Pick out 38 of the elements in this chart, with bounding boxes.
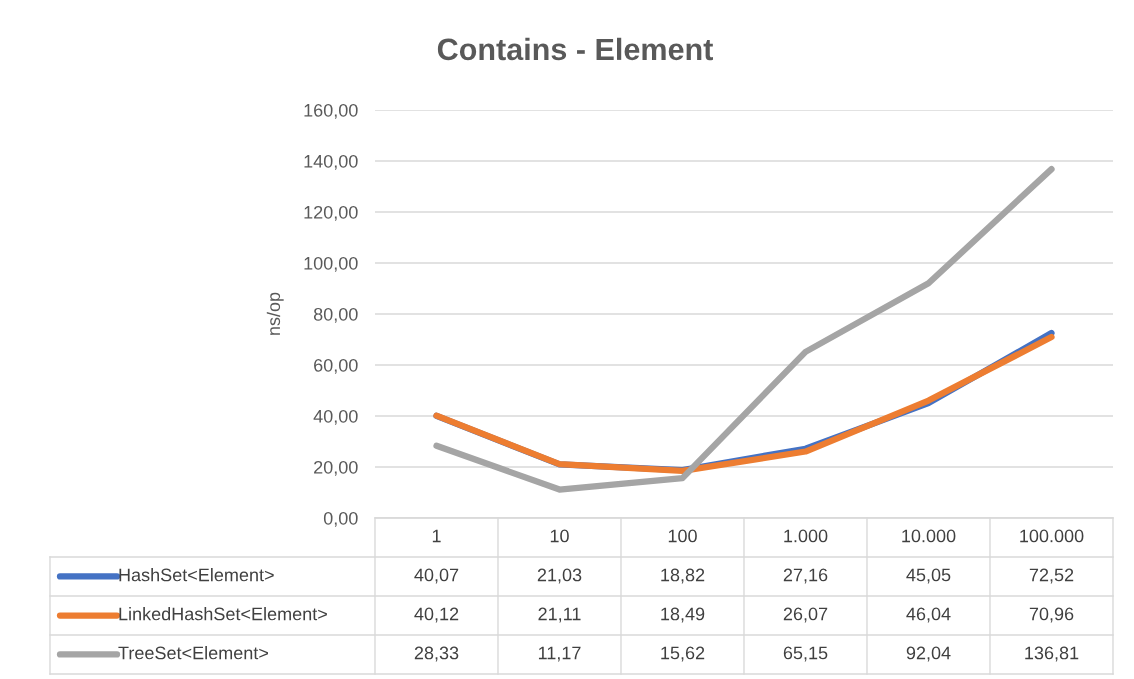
data-label: 40,12 xyxy=(414,607,459,623)
x-tick-label: 10 xyxy=(550,529,569,543)
data-label: 27,16 xyxy=(783,568,828,584)
legend-label: HashSet<Element> xyxy=(119,568,274,582)
x-tick-label: 100 xyxy=(668,529,697,543)
chart-title: Contains - Element xyxy=(437,37,713,61)
y-tick-label: 120,00 xyxy=(304,205,358,221)
y-tick-label: 100,00 xyxy=(304,256,358,272)
data-label: 65,15 xyxy=(783,646,828,662)
y-tick-label: 0,00 xyxy=(323,511,358,527)
data-label: 18,49 xyxy=(661,607,705,623)
x-tick-label: 100.000 xyxy=(1020,529,1084,543)
y-tick-label: 40,00 xyxy=(313,409,358,425)
data-label: 92,04 xyxy=(906,646,951,662)
y-axis-title: ns/op xyxy=(266,292,284,335)
x-tick-label: 1 xyxy=(432,529,441,543)
legend-label: TreeSet<Element> xyxy=(118,646,268,660)
data-label: 40,07 xyxy=(414,568,459,584)
data-label: 46,04 xyxy=(906,607,951,623)
data-label: 28,33 xyxy=(414,646,459,662)
data-label: 18,82 xyxy=(661,568,705,584)
data-label: 15,62 xyxy=(661,646,705,662)
data-label: 70,96 xyxy=(1029,607,1074,623)
y-tick-label: 80,00 xyxy=(313,307,358,323)
data-label: 11,17 xyxy=(538,646,581,662)
legend-label: LinkedHashSet<Element> xyxy=(119,607,327,621)
x-tick-label: 1.000 xyxy=(784,529,828,543)
y-tick-label: 20,00 xyxy=(314,460,358,476)
data-label: 136,81 xyxy=(1025,646,1079,662)
data-label: 21,11 xyxy=(538,607,581,623)
y-tick-label: 140,00 xyxy=(304,154,358,170)
data-label: 72,52 xyxy=(1029,568,1074,584)
data-label: 26,07 xyxy=(783,607,828,623)
y-tick-label: 60,00 xyxy=(314,358,358,374)
data-label: 45,05 xyxy=(906,568,951,584)
y-tick-label: 160,00 xyxy=(304,103,358,119)
x-tick-label: 10.000 xyxy=(902,529,956,543)
data-label: 21,03 xyxy=(537,568,582,584)
